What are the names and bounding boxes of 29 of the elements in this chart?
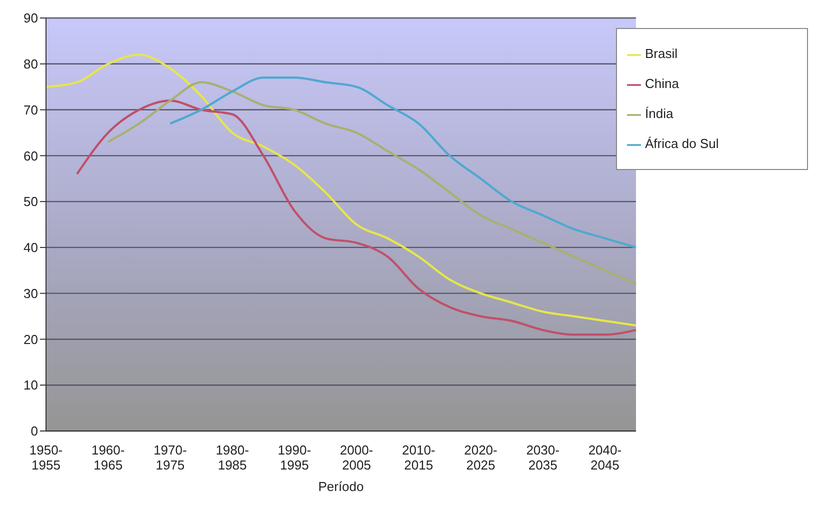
y-tick-label: 30 [24, 286, 38, 301]
x-tick-label: 2000-2005 [340, 442, 374, 473]
x-axis-title: Período [318, 479, 364, 494]
x-tick-label: 2020-2025 [464, 442, 498, 473]
x-tick-label: 2040-2045 [588, 442, 622, 473]
legend-label: China [645, 76, 679, 91]
y-tick-label: 60 [24, 148, 38, 164]
y-tick-label: 40 [24, 240, 38, 256]
x-tick-label: 1950-1955 [29, 442, 63, 473]
legend-label: Índia [645, 106, 674, 121]
y-tick-label: 90 [24, 10, 38, 26]
x-tick-label: 2010-2015 [402, 442, 436, 473]
x-tick-label: 1990-1995 [278, 442, 312, 473]
y-tick-label: 80 [24, 56, 38, 72]
x-tick-label: 1970-1975 [154, 442, 187, 473]
y-tick-label: 20 [24, 332, 38, 347]
legend-label: África do Sul [645, 136, 719, 151]
y-tick-label: 10 [24, 378, 38, 393]
line-series [44, 54, 638, 327]
line-series [169, 76, 638, 249]
y-tick-label: 50 [24, 194, 38, 210]
x-tick-label: 2030-2035 [526, 442, 560, 473]
legend-label: Brasil [645, 46, 678, 61]
y-tick-label: 70 [24, 102, 38, 118]
line-series [107, 81, 638, 286]
x-tick-label: 1980-1985 [216, 442, 249, 473]
y-tick-label: 0 [30, 424, 38, 439]
line-series [76, 100, 638, 336]
x-tick-label: 1960-1965 [91, 442, 125, 473]
